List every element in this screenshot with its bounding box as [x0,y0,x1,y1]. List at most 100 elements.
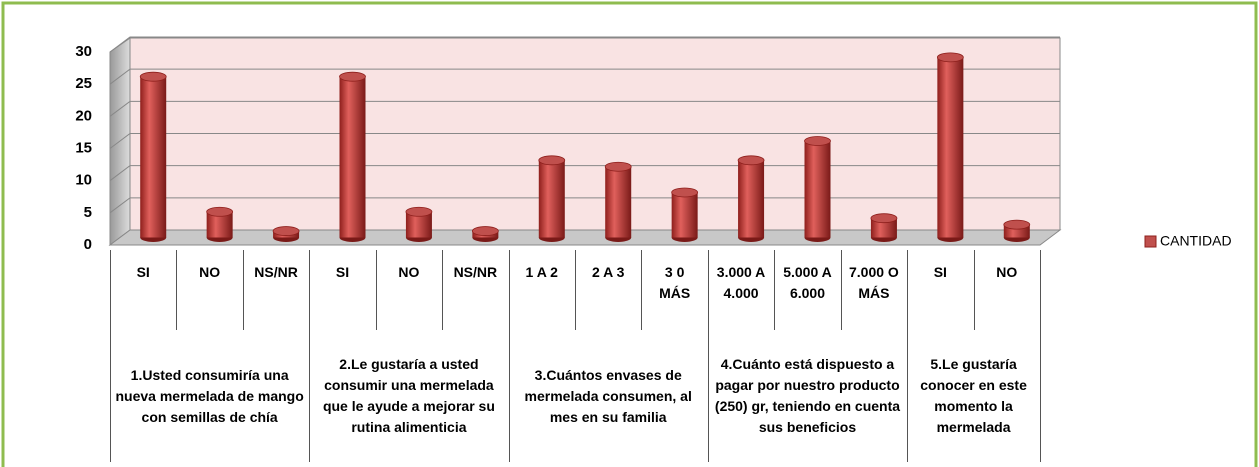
separator [176,250,178,330]
separator [907,250,909,462]
bar-part [738,160,765,238]
bar [139,71,167,242]
grid-line [109,68,1060,85]
separator [973,250,975,330]
x-tick-label-text: NS/NR [254,264,298,280]
x-tick-label: NS/NR [442,250,508,330]
x-tick-label: NS/NR [243,250,309,330]
x-tick-label: 5.000 A 6.000 [774,250,840,330]
x-tick-label-text: NO [199,264,221,280]
grid-line [109,133,1060,149]
y-tick-label: 25 [75,75,92,92]
x-tick-label: NO [974,250,1040,330]
group-label-text: 1.Usted consumiría una nueva mermelada d… [115,366,304,425]
separator [309,250,311,462]
x-tick-label: 2 A 3 [575,250,641,330]
bar [471,226,499,242]
x-tick-label-text: SI [136,264,150,280]
grid-line [109,100,1060,117]
group-label: 3.Cuántos envases de mermelada consumen,… [509,330,708,462]
x-tick-label: SI [110,250,176,330]
bar [804,136,831,242]
bar-part [339,71,366,82]
bar [206,206,234,242]
group-label-text: 4.Cuánto está dispuesto a pagar por nues… [714,356,901,435]
bar-part [737,155,765,166]
x-tick-label-text: 3 0 MÁS [659,264,691,301]
x-tick-label: SI [907,250,973,330]
x-tick-label-text: 3.000 A 4.000 [716,264,766,301]
x-tick-label: 3.000 A 4.000 [708,250,774,330]
y-tick-label: 5 [84,204,92,221]
bar-part [936,52,964,63]
bar-part [538,155,566,166]
bar-part [870,218,897,238]
group-label: 1.Usted consumiría una nueva mermelada d… [110,330,309,462]
bar [1003,219,1031,242]
y-tick-label: 30 [75,43,92,60]
bar-part [605,166,632,238]
x-tick-label-text: SI [933,264,947,280]
bar [339,71,366,242]
bar [737,155,765,242]
group-label-text: 5.Le gustaría conocer en este momento la… [920,356,1027,435]
bar [870,213,898,242]
separator [840,250,842,330]
y-tick-label: 20 [75,107,92,124]
separator [1040,250,1041,462]
separator [242,250,244,330]
x-tick-label: 7.000 O MÁS [841,250,907,330]
x-tick-label-text: 7.000 O MÁS [848,264,899,301]
bar-part [1003,219,1031,230]
x-tick-label: NO [176,250,242,330]
separator [508,250,510,462]
group-label: 4.Cuánto está dispuesto a pagar por nues… [708,330,907,462]
x-tick-label: 3 0 MÁS [641,250,707,330]
bar [272,226,300,242]
x-tick-label-text: NO [398,264,420,280]
group-label: 2.Le gustaría a usted consumir una merme… [309,330,508,462]
bar-part [471,226,499,236]
bar-part [140,76,167,238]
y-tick-label: 10 [75,172,92,189]
bar-part [937,57,964,238]
bar-part [139,71,167,82]
separator [110,250,111,462]
separator [707,250,709,462]
x-tick-label-text: 1 A 2 [525,264,558,280]
separator [575,250,576,330]
legend-swatch [1144,235,1157,248]
separator [375,250,377,330]
bar-part [538,160,565,238]
x-tick-label-text: SI [335,264,350,280]
separator [774,250,776,330]
bar-part [870,213,898,224]
bar [405,206,433,242]
bar-part [272,226,300,236]
bar-part [671,187,699,198]
bar-part [206,206,234,217]
bar-part [405,206,433,217]
bar-part [804,141,831,238]
x-tick-label: NO [376,250,442,330]
floor [108,229,1062,246]
bar [604,161,632,242]
group-label-text: 3.Cuántos envases de mermelada consumen,… [524,366,692,425]
y-tick-label: 15 [75,139,92,156]
x-tick-label-text: NS/NR [453,264,498,280]
bar-part [604,161,632,172]
separator [442,250,444,330]
group-label: 5.Le gustaría conocer en este momento la… [907,330,1040,462]
bar-part [671,192,698,238]
bar [671,187,699,242]
x-tick-label-text: 5.000 A 6.000 [783,264,832,301]
bar [538,155,566,242]
bar-part [339,76,366,238]
legend-label: CANTIDAD [1160,233,1232,249]
bar-part [804,136,831,146]
group-label-text: 2.Le gustaría a usted consumir una merme… [322,356,495,435]
x-tick-label-text: 2 A 3 [591,264,625,280]
